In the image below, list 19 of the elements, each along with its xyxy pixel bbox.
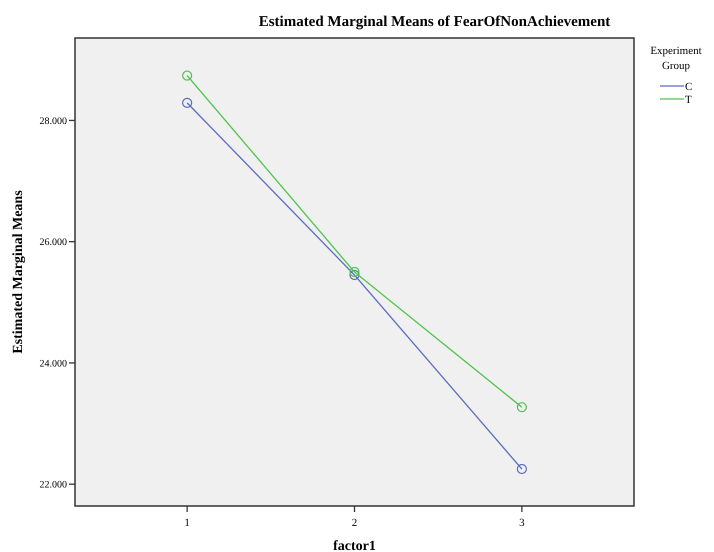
y-tick-label: 26.000 (40, 237, 67, 248)
point (182, 70, 192, 81)
legend-label: T (685, 94, 692, 106)
x-axis-title: factor1 (333, 539, 376, 552)
legend-title: Experiment Group (650, 45, 702, 72)
y-axis-title: Estimated Marginal Means (11, 190, 26, 354)
chart-title: Estimated Marginal Means of FearOfNonAchievement (258, 14, 610, 30)
point (516, 402, 527, 412)
point (349, 270, 360, 280)
x-tick-label: 3 (519, 517, 526, 529)
legend-label: C (685, 80, 692, 93)
y-tick-label: 24.000 (40, 358, 67, 370)
point (516, 464, 527, 474)
x-tick-label: 2 (352, 517, 358, 529)
x-tick-label: 1 (184, 517, 190, 529)
point (182, 98, 192, 108)
y-tick-label: 22.000 (40, 480, 67, 491)
point (349, 266, 360, 278)
y-tick-label: 28.000 (40, 116, 67, 127)
